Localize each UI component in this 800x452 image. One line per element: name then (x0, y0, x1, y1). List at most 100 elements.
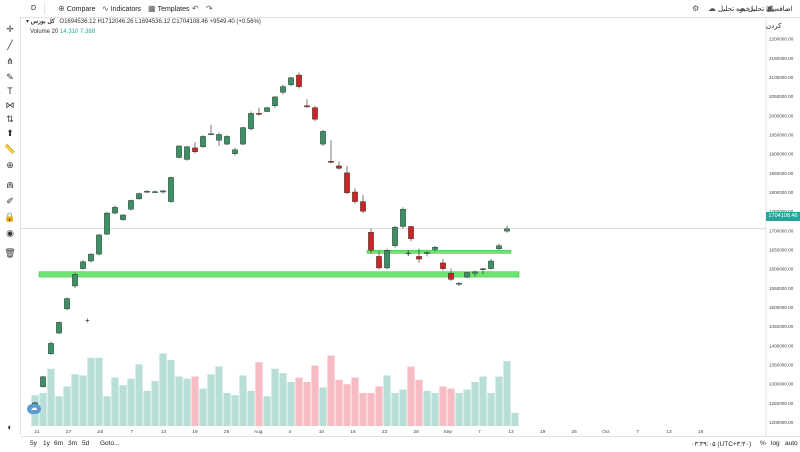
forecast-tool-icon[interactable]: ⇅ (6, 114, 14, 124)
indicators-button[interactable]: ∿ Indicators (102, 0, 141, 17)
candle-body (312, 107, 318, 120)
volume-bar (287, 382, 295, 426)
compare-label: Compare (66, 6, 96, 13)
ohlc-values: O1694536.12 H1712046.26 L1694536.12 C170… (59, 19, 261, 25)
chevron-down-icon[interactable]: ▾ (26, 19, 30, 25)
percent-button[interactable]: % (760, 440, 766, 447)
volume-bar (503, 361, 511, 426)
text-tool-icon[interactable]: T (7, 86, 13, 96)
volume-bar (335, 379, 343, 426)
volume-bar (231, 395, 239, 426)
volume-bar (199, 388, 207, 426)
candle-body (336, 165, 342, 169)
compare-button[interactable]: ⊕ Compare (58, 0, 96, 17)
candle-body (344, 172, 350, 193)
time-tick-label: 7 (130, 429, 133, 435)
eye-icon[interactable]: ◉ (6, 228, 14, 238)
candle-body (160, 190, 166, 193)
time-tick-label: 7 (478, 429, 481, 435)
candle-body (144, 191, 150, 193)
volume-bar (311, 365, 319, 426)
zoom-icon[interactable]: ⊕ (6, 160, 14, 170)
trendline-tool-icon[interactable]: ╱ (7, 40, 13, 50)
log-button[interactable]: log (771, 440, 780, 447)
right-tool-1[interactable]: ☁ ذخیره تحلیل (708, 0, 753, 17)
price-tick-label: 1550000.00 (769, 286, 794, 291)
candle-body (56, 322, 62, 334)
range-1y[interactable]: 1y (43, 440, 50, 447)
candle-body (232, 149, 238, 154)
price-tick-label: 1950000.00 (769, 133, 794, 138)
interval-button[interactable]: D (31, 5, 37, 12)
auto-button[interactable]: auto (785, 440, 798, 447)
time-tick-label: 13 (666, 429, 672, 435)
candle-body (464, 272, 470, 278)
cloud-icon: ☁ (738, 4, 746, 13)
magnet-icon[interactable]: ⋒ (6, 180, 14, 190)
volume-bar (247, 390, 255, 426)
candle-body (488, 260, 494, 269)
indicators-label: Indicators (110, 6, 142, 13)
price-tick-label: 1250000.00 (769, 401, 794, 406)
draw-mode-icon[interactable]: ✐ (6, 196, 14, 206)
price-tick-label: 2000000.00 (769, 113, 794, 118)
price-tick-label: 1700000.00 (769, 228, 794, 233)
time-tick-label: 25 (224, 429, 230, 435)
plus-circle-icon: ⊕ (58, 4, 65, 13)
volume-bar (151, 380, 159, 426)
undo-icon: ↶ (192, 4, 199, 13)
time-tick-label: 19 (540, 429, 546, 435)
arrow-up-icon[interactable]: ⬆ (6, 128, 14, 138)
time-tick-label: 19 (698, 429, 704, 435)
price-tick-label: 1800000.00 (769, 190, 794, 195)
candle-body (272, 96, 278, 106)
right-tool-2[interactable]: ☁ بیک تحلیل (738, 0, 776, 17)
crosshair-tool-icon[interactable]: ✛ (6, 24, 14, 34)
volume-bar (367, 393, 375, 426)
range-6m[interactable]: 6m (54, 440, 64, 447)
candle-body (88, 253, 94, 262)
time-zone[interactable]: ۰۳:۳۹:۰۵ (UTC+۳:۳۰) (691, 441, 752, 448)
volume-bar (479, 376, 487, 426)
brush-tool-icon[interactable]: ✎ (6, 72, 14, 82)
candle-body (304, 105, 310, 108)
range-5y[interactable]: 5y (30, 440, 37, 447)
candle-body (48, 343, 54, 354)
undo-button[interactable]: ↶ (192, 0, 201, 17)
ruler-icon[interactable]: 📏 (4, 144, 16, 154)
pattern-tool-icon[interactable]: ⋈ (5, 100, 15, 110)
candle-body (184, 146, 190, 160)
candle-body (416, 256, 422, 260)
volume-bar (63, 386, 71, 426)
range-3m[interactable]: 3m (68, 440, 78, 447)
chart-settings-icon[interactable]: ◐ (7, 422, 13, 432)
price-tick-label: 1500000.00 (769, 305, 794, 310)
candle-body (328, 161, 334, 163)
volume-bar (463, 389, 471, 426)
templates-button[interactable]: ▦ Templates (148, 0, 189, 17)
cloud-icon[interactable]: ☁ (27, 404, 41, 414)
volume-bar (47, 368, 55, 426)
right-tool-3[interactable]: ▣ اضافه کردن (766, 0, 800, 30)
lock-icon[interactable]: 🔒 (4, 212, 16, 222)
volume-bar (263, 396, 271, 426)
candle-body (72, 274, 78, 287)
volume-bar (207, 374, 215, 426)
goto-button[interactable]: Goto... (100, 440, 120, 447)
legend-volume: Volume 20 14.310 7.388 (30, 29, 95, 35)
time-tick-label: 4 (288, 429, 291, 435)
price-tick-label: 2050000.00 (769, 94, 794, 99)
gear-icon: ⚙ (692, 4, 700, 13)
pitchfork-tool-icon[interactable]: ⋔ (6, 56, 14, 66)
candle-body (96, 234, 102, 255)
price-tick-label: 1350000.00 (769, 363, 794, 368)
price-chart[interactable]: 2200000.00 2150000.00 2100000.00 2050000.00… (21, 17, 800, 436)
candle-body (40, 376, 46, 387)
redo-button[interactable]: ↷ (206, 0, 215, 17)
candle-body (384, 250, 390, 269)
volume-bar (127, 378, 135, 426)
range-5d[interactable]: 5d (82, 440, 90, 447)
trash-icon[interactable]: 🗑 (4, 248, 16, 258)
settings-button[interactable]: ⚙ (692, 0, 701, 17)
candle-body (472, 271, 478, 274)
